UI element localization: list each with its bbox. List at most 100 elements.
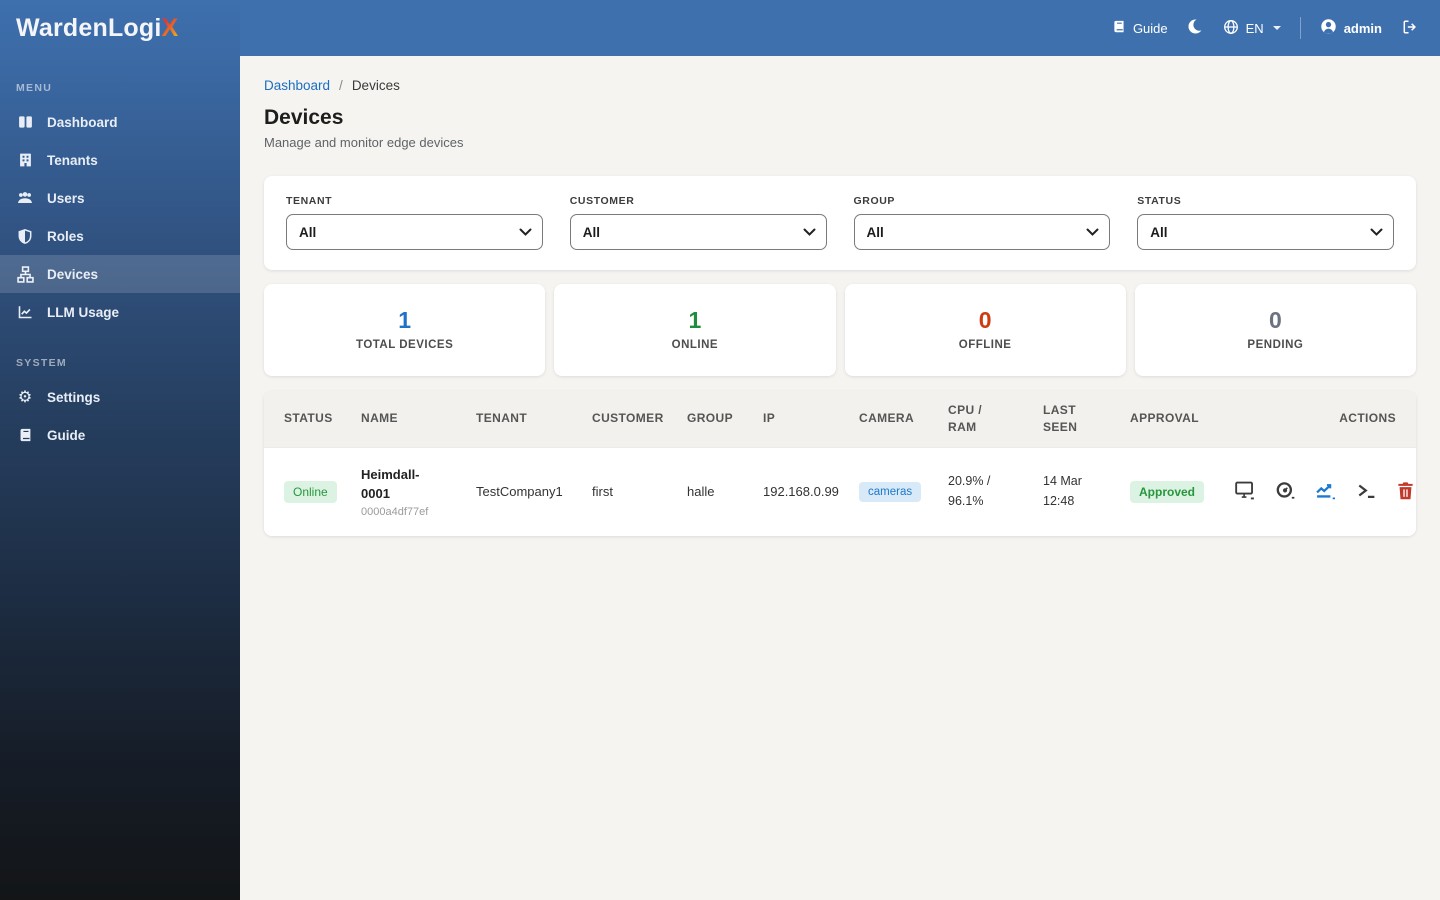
sitemap-icon — [16, 265, 34, 283]
col-status: STATUS — [284, 411, 333, 426]
customer-filter-label: CUSTOMER — [569, 195, 635, 207]
sidebar-item-guide[interactable]: Guide — [0, 416, 240, 454]
sidebar-item-devices[interactable]: Devices — [0, 255, 240, 293]
col-camera: CAMERA — [859, 411, 915, 426]
col-tenant: TENANT — [476, 411, 528, 426]
breadcrumb-separator: / — [339, 78, 343, 93]
building-icon — [16, 152, 34, 169]
filter-status: STATUS All — [1137, 195, 1394, 250]
col-customer: CUSTOMER — [592, 411, 664, 426]
user-menu[interactable]: admin — [1320, 18, 1382, 38]
brand-accent: X — [161, 13, 179, 42]
brand-logo[interactable]: WardenLogi X — [0, 0, 240, 56]
trash-icon — [1397, 481, 1414, 503]
sidebar-item-users[interactable]: Users — [0, 179, 240, 217]
brand-name: WardenLogi — [16, 13, 162, 42]
table-header: STATUS NAME TENANT CUSTOMER GROUP IP CAM… — [264, 391, 1416, 447]
language-selector[interactable]: EN — [1223, 19, 1281, 38]
gear-icon: ⚙ — [17, 387, 33, 406]
col-approval: APPROVAL — [1130, 411, 1199, 426]
stat-pending: 0 PENDING — [1134, 284, 1416, 376]
status-filter-label: STATUS — [1137, 195, 1182, 207]
group-filter-select[interactable]: All — [853, 214, 1111, 250]
stat-value: 1 — [688, 307, 702, 333]
filter-tenant: TENANT All — [286, 195, 543, 250]
stat-value: 1 — [398, 307, 412, 333]
sidebar-section-menu: MENU — [16, 82, 53, 94]
stat-label: OFFLINE — [958, 339, 1012, 351]
sidebar-item-label: Guide — [47, 427, 86, 443]
shield-icon — [16, 228, 34, 245]
stat-label: PENDING — [1247, 339, 1304, 351]
sidebar-section-system: SYSTEM — [16, 357, 67, 369]
action-view-button[interactable] — [1275, 481, 1296, 503]
last-seen-cell: 14 Mar 12:48 — [1043, 474, 1082, 508]
sidebar-item-label: Roles — [47, 228, 84, 244]
logout-icon — [1401, 19, 1418, 38]
sidebar-item-label: Devices — [47, 266, 99, 282]
stat-label: ONLINE — [671, 339, 719, 351]
action-terminal-button[interactable] — [1356, 481, 1378, 503]
page-title: Devices — [264, 106, 344, 129]
breadcrumb: Dashboard / Devices — [264, 78, 1416, 93]
sidebar-system-nav: ⚙ Settings Guide — [0, 378, 240, 454]
action-monitor-button[interactable] — [1235, 481, 1256, 503]
action-delete-button[interactable] — [1397, 481, 1414, 503]
topbar-guide-label: Guide — [1132, 20, 1168, 36]
name-cell: Heimdall-0001 0000a4df77ef — [361, 466, 476, 518]
device-name: Heimdall-0001 — [361, 467, 420, 501]
stat-value: 0 — [1268, 307, 1282, 333]
col-name: NAME — [361, 411, 398, 426]
globe-icon — [1223, 19, 1239, 38]
approval-cell: Approved — [1130, 480, 1235, 503]
logout-button[interactable] — [1401, 19, 1418, 38]
customer-filter-select[interactable]: All — [569, 214, 827, 250]
col-last-seen: LAST SEEN — [1043, 402, 1078, 434]
theme-toggle[interactable] — [1187, 18, 1205, 38]
sidebar-item-roles[interactable]: Roles — [0, 217, 240, 255]
sidebar-item-label: Dashboard — [47, 114, 118, 130]
chart-icon — [1315, 481, 1337, 503]
user-icon — [1320, 18, 1337, 38]
sidebar-item-tenants[interactable]: Tenants — [0, 141, 240, 179]
main-area: Guide EN admin — [240, 0, 1440, 900]
topbar-divider — [1299, 17, 1301, 39]
sidebar: WardenLogi X MENU Dashboard Tenants Use — [0, 0, 240, 900]
monitor-icon — [1235, 481, 1256, 503]
filters-panel: TENANT All CUSTOMER All GROUP — [264, 176, 1416, 270]
cpu-ram-cell: 20.9% / 96.1% — [948, 474, 991, 508]
sidebar-item-label: Settings — [47, 389, 101, 405]
devices-table: STATUS NAME TENANT CUSTOMER GROUP IP CAM… — [264, 391, 1416, 536]
camera-badge[interactable]: cameras — [859, 481, 922, 502]
page-subtitle: Manage and monitor edge devices — [264, 135, 464, 150]
breadcrumb-dashboard-link[interactable]: Dashboard — [264, 78, 331, 93]
tenant-cell: TestCompany1 — [476, 484, 563, 500]
users-icon — [16, 190, 34, 207]
chevron-down-icon — [1272, 26, 1281, 30]
sidebar-item-label: Users — [47, 190, 85, 206]
customer-cell: first — [592, 484, 613, 500]
sidebar-item-settings[interactable]: ⚙ Settings — [0, 378, 240, 416]
actions-cell — [1235, 481, 1414, 503]
approval-badge: Approved — [1130, 480, 1205, 503]
status-filter-select[interactable]: All — [1137, 214, 1394, 250]
book-icon — [1112, 19, 1126, 37]
col-cpu-ram: CPU / RAM — [948, 402, 983, 434]
sidebar-item-llm-usage[interactable]: LLM Usage — [0, 293, 240, 331]
terminal-icon — [1356, 481, 1378, 503]
tenant-filter-label: TENANT — [286, 195, 333, 207]
book-icon — [16, 427, 34, 444]
action-metrics-button[interactable] — [1315, 481, 1337, 503]
stat-total-devices: 1 TOTAL DEVICES — [264, 284, 546, 376]
ip-cell: 192.168.0.99 — [763, 484, 839, 500]
sidebar-item-dashboard[interactable]: Dashboard — [0, 103, 240, 141]
status-badge: Online — [284, 480, 337, 503]
topbar-guide-link[interactable]: Guide — [1112, 19, 1168, 37]
stat-online: 1 ONLINE — [554, 284, 836, 376]
table-row: Online Heimdall-0001 0000a4df77ef TestCo… — [264, 447, 1416, 536]
tenant-filter-select[interactable]: All — [286, 214, 543, 250]
sidebar-item-label: LLM Usage — [47, 304, 120, 320]
col-ip: IP — [763, 411, 776, 426]
status-cell: Online — [284, 480, 361, 503]
